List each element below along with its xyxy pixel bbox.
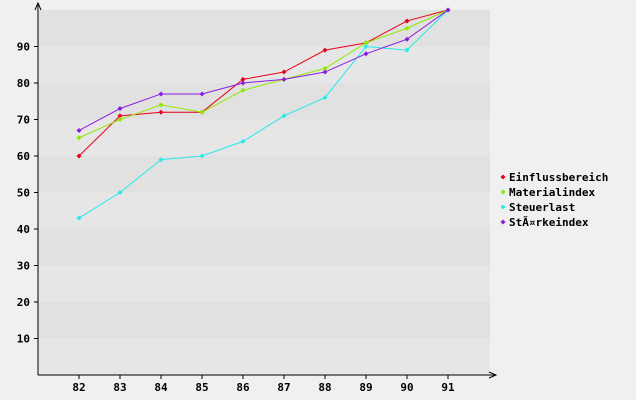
data-point [281,69,287,75]
y-tick-label: 20 [17,296,30,309]
data-point [117,117,123,122]
x-axis-ticks: 82 83 84 85 86 87 88 89 90 91 [72,375,455,394]
legend-label: Steuerlast [509,201,575,214]
data-point [281,113,287,119]
series-st-rkeindex [76,7,451,133]
grid-band [38,302,490,339]
y-tick-label: 50 [17,187,30,200]
grid-band [38,338,490,375]
legend-label: Materialindex [509,186,595,199]
data-point [199,91,205,97]
data-point [404,47,410,53]
grid-band [38,119,490,156]
data-point [76,153,82,159]
x-tick-label: 90 [400,381,413,394]
legend-marker [500,204,506,210]
y-axis-arrow [34,1,42,11]
legend-label: Einflussbereich [509,171,608,184]
y-tick-label: 80 [17,77,30,90]
data-point [240,76,246,82]
data-point [240,138,246,144]
data-point [404,25,410,31]
data-point [445,7,451,13]
grid-band [38,10,490,47]
y-tick-label: 40 [17,223,30,236]
y-axis-ticks: 10 20 30 40 50 60 70 80 90 [17,41,38,346]
data-point [158,102,164,108]
series-line [78,9,449,131]
series-line [78,9,449,139]
data-point [363,44,369,49]
x-tick-label: 84 [154,381,168,394]
series-line [78,9,449,219]
data-point [117,106,123,112]
data-point [240,87,246,93]
x-tick-label: 85 [195,381,208,394]
data-point [363,40,369,46]
legend-label: StÃ¤rkeindex [509,216,589,229]
series-line [78,9,449,157]
x-tick-label: 91 [441,381,455,394]
y-tick-label: 70 [17,114,30,127]
data-point [322,47,328,53]
x-tick-label: 88 [318,381,331,394]
series-steuerlast [76,7,451,221]
grid-band [38,156,490,193]
data-point [322,95,328,101]
legend-item: StÃ¤rkeindex [500,216,589,229]
data-point [76,127,82,133]
legend-item: Einflussbereich [500,171,608,184]
x-tick-label: 83 [113,381,126,394]
data-point [76,215,82,221]
data-point [117,113,123,119]
x-tick-label: 89 [359,381,372,394]
data-point [363,51,369,57]
data-point [404,18,410,24]
axes [34,1,498,379]
grid-band [38,192,490,229]
legend: Einflussbereich Materialindex Steuerlast St… [500,171,608,229]
legend-item: Materialindex [500,186,595,199]
grid-bands [38,10,490,375]
y-tick-label: 90 [17,41,30,54]
y-tick-label: 30 [17,260,30,273]
data-point [158,157,164,163]
x-axis-arrow [488,371,498,379]
grid-band [38,83,490,120]
legend-marker [500,189,506,195]
grid-band [38,46,490,83]
grid-band [38,229,490,266]
y-tick-label: 10 [17,333,30,346]
data-point [117,190,123,195]
data-point [199,109,205,115]
legend-marker [500,174,506,180]
x-tick-label: 87 [277,381,290,394]
data-point [158,109,164,115]
data-point [281,76,287,82]
grid-band [38,265,490,302]
data-point [322,65,328,71]
data-point [322,69,328,75]
legend-marker [500,219,506,225]
data-point [158,91,164,97]
legend-item: Steuerlast [500,201,575,214]
data-point [199,153,205,159]
x-tick-label: 82 [72,381,85,394]
data-point [240,80,246,86]
y-tick-label: 60 [17,150,30,163]
data-point [404,36,410,42]
series-group [76,7,451,221]
x-tick-label: 86 [236,381,250,394]
data-point [76,135,82,141]
